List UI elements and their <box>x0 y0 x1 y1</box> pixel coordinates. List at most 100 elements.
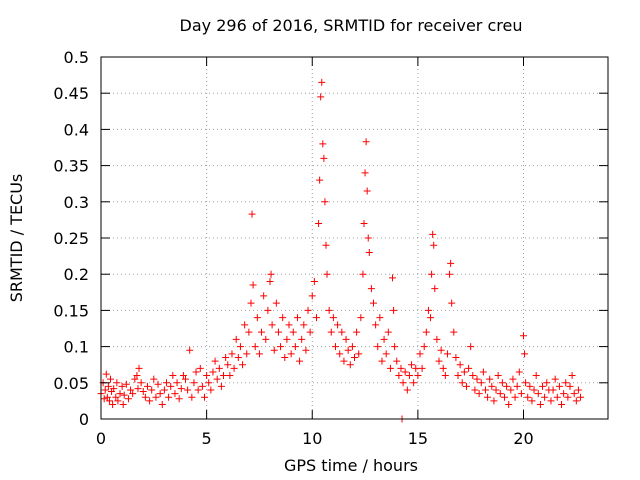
data-point <box>391 343 399 351</box>
data-point <box>403 386 411 394</box>
data-point <box>150 375 158 383</box>
data-point <box>420 343 428 351</box>
data-point <box>315 220 323 228</box>
y-tick-label: 0 <box>79 410 89 429</box>
data-point <box>160 386 168 394</box>
y-tick-label: 0.1 <box>64 338 89 357</box>
y-tick-label: 0.2 <box>64 265 89 284</box>
data-point <box>351 353 358 361</box>
data-point <box>318 78 326 86</box>
data-point <box>190 379 198 387</box>
data-point <box>268 321 276 329</box>
data-point <box>336 350 344 358</box>
data-point <box>260 292 268 300</box>
data-point <box>541 393 549 401</box>
data-point <box>270 346 278 354</box>
data-point <box>109 401 117 409</box>
data-point <box>325 306 333 314</box>
data-point <box>289 328 297 336</box>
data-point <box>428 270 436 278</box>
data-point <box>143 382 151 390</box>
data-point <box>169 372 177 380</box>
data-point <box>363 187 371 195</box>
data-point <box>201 393 209 401</box>
data-point <box>281 353 289 361</box>
x-tick-label: 10 <box>302 429 322 448</box>
data-point <box>139 387 147 395</box>
data-point <box>122 380 130 388</box>
data-point <box>186 346 194 354</box>
data-point <box>317 93 325 101</box>
data-point <box>236 343 244 351</box>
data-point <box>312 314 320 322</box>
data-point <box>570 390 578 398</box>
data-point <box>194 386 202 394</box>
y-tick-label: 0.4 <box>64 120 89 139</box>
data-point <box>521 350 529 358</box>
data-point <box>148 386 156 394</box>
data-point <box>382 350 390 358</box>
data-point <box>116 390 124 398</box>
data-point <box>272 299 280 307</box>
data-point <box>118 382 126 390</box>
data-point <box>213 375 221 383</box>
data-point <box>424 306 432 314</box>
data-point <box>431 285 439 293</box>
data-point <box>107 375 115 383</box>
data-point <box>141 393 149 401</box>
data-point <box>287 350 295 358</box>
data-point <box>412 364 420 372</box>
data-point <box>105 397 113 405</box>
data-point <box>217 382 225 390</box>
data-point <box>564 393 572 401</box>
data-point <box>137 379 145 387</box>
data-point <box>490 397 498 405</box>
data-point <box>551 375 559 383</box>
data-point <box>215 364 223 372</box>
data-point <box>547 397 555 405</box>
data-point <box>344 346 352 354</box>
data-point <box>460 368 468 376</box>
data-point <box>441 372 449 380</box>
data-point <box>165 393 173 401</box>
data-point <box>177 385 185 393</box>
data-point <box>386 364 394 372</box>
data-point <box>198 382 206 390</box>
data-point <box>454 372 462 380</box>
data-point <box>553 393 561 401</box>
data-point <box>274 328 282 336</box>
data-point <box>220 372 228 380</box>
data-point <box>167 382 175 390</box>
data-point <box>340 357 348 365</box>
data-point <box>182 375 189 383</box>
data-point <box>300 321 308 329</box>
data-point <box>320 154 328 162</box>
data-point <box>129 390 137 398</box>
data-point <box>321 198 329 206</box>
data-point <box>447 259 455 267</box>
data-point <box>543 379 551 387</box>
data-point <box>378 357 386 365</box>
data-points <box>97 78 585 423</box>
data-point <box>253 314 261 322</box>
data-point <box>539 382 547 390</box>
data-point <box>555 382 563 390</box>
data-point <box>477 379 485 387</box>
data-point <box>439 364 447 372</box>
data-point <box>162 379 170 387</box>
data-point <box>395 372 403 380</box>
data-point <box>496 390 504 398</box>
data-point <box>331 343 339 351</box>
data-point <box>119 401 127 409</box>
data-point <box>429 230 437 238</box>
data-point <box>239 361 247 369</box>
data-point <box>536 401 544 409</box>
y-axis-label: SRMTID / TECUs <box>7 174 26 303</box>
data-point <box>380 335 388 343</box>
data-point <box>486 375 494 383</box>
data-point <box>131 375 139 383</box>
data-point <box>308 292 316 300</box>
x-tick-label: 20 <box>513 429 533 448</box>
data-point <box>469 372 477 380</box>
data-point <box>481 386 489 394</box>
